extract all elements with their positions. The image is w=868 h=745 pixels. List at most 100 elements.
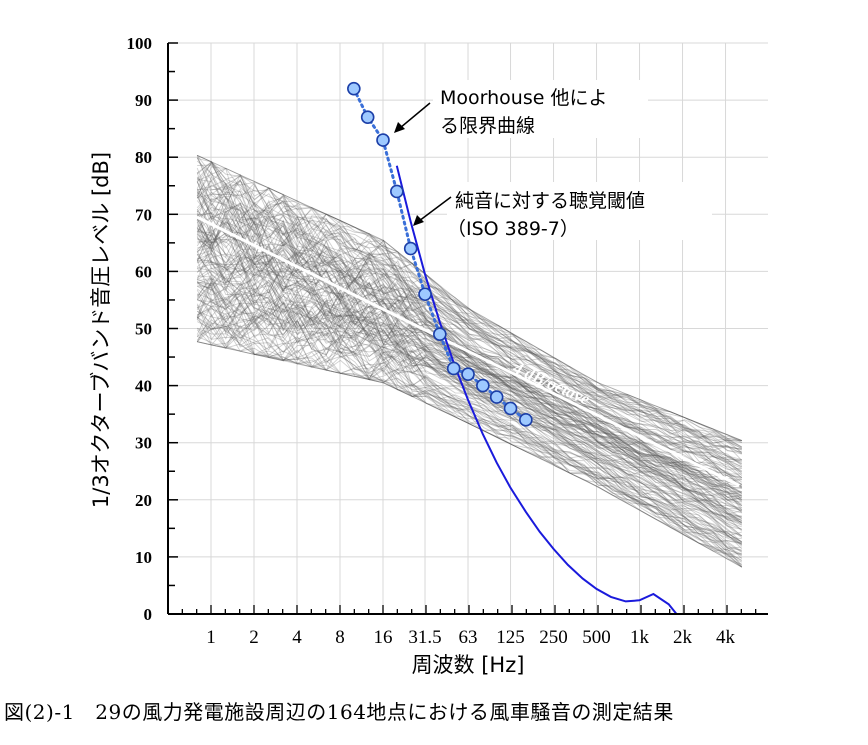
spectrum-line	[197, 249, 742, 518]
spectrum-line	[196, 209, 742, 463]
spectrum-line	[197, 290, 742, 519]
x-tick-label: 2	[249, 627, 259, 648]
y-tick-label: 100	[127, 34, 153, 53]
measured-spectra	[196, 154, 743, 568]
moorhouse-point	[433, 327, 447, 342]
spectrum-line	[196, 179, 742, 442]
figure-caption: 図(2)-1 29の風力発電施設周辺の164地点における風車騒音の測定結果	[4, 700, 674, 724]
spectrum-line	[196, 301, 743, 550]
spectrum-line	[196, 250, 742, 510]
spectrum-line	[196, 227, 742, 490]
spectrum-line	[196, 237, 742, 488]
spectrum-line	[197, 286, 743, 537]
y-tick-label: 10	[135, 548, 152, 567]
x-tick-label: 4	[292, 627, 302, 648]
trend-line	[196, 215, 741, 487]
y-tick-label: 50	[135, 320, 152, 339]
spectrum-line	[196, 322, 743, 557]
y-tick-labels: 0 10 20 30 40 50 60 70 80 90 100	[127, 34, 153, 624]
spectrum-line	[196, 279, 742, 561]
spectrum-line	[197, 307, 742, 537]
spectrum-line	[196, 224, 743, 496]
spectrum-line	[196, 317, 743, 547]
spectrum-line	[197, 233, 742, 480]
x-tick-label: 8	[335, 627, 345, 648]
spectrum-line	[196, 217, 743, 522]
spectrum-line	[196, 162, 742, 442]
spectrum-line	[196, 161, 743, 443]
spectrum-line	[196, 191, 742, 488]
spectrum-line	[197, 279, 742, 501]
spectrum-line	[196, 270, 743, 563]
moorhouse-point	[418, 287, 432, 302]
spectrum-line	[196, 190, 742, 460]
y-tick-label: 0	[144, 605, 153, 624]
spectrum-line	[196, 321, 742, 544]
spectrum-line	[196, 219, 743, 524]
spectrum-line	[196, 234, 743, 487]
spectrum-line	[196, 228, 742, 523]
x-tick-labels: 1 2 4 8 16 31.5 63 125 250 500 1k 2k 4k	[206, 627, 735, 648]
x-tick-label: 2k	[673, 627, 693, 648]
spectrum-line	[196, 184, 742, 442]
spectrum-line	[196, 196, 743, 465]
spectrum-line	[196, 316, 743, 568]
spectrum-line	[197, 154, 742, 455]
spectrum-line	[196, 313, 742, 549]
spectrum-line	[196, 265, 743, 553]
spectrum-line	[196, 214, 742, 478]
spectrum-line	[196, 310, 742, 545]
spectrum-line	[196, 196, 742, 501]
spectrum-line	[196, 231, 742, 460]
spectrum-line	[197, 212, 743, 501]
spectrum-line	[196, 315, 743, 568]
spectrum-line	[196, 234, 742, 480]
moorhouse-point	[446, 361, 461, 376]
spectrum-line	[197, 179, 743, 454]
spectrum-line	[196, 157, 743, 465]
spectrum-line	[196, 230, 743, 543]
y-axis-label: 1/3オクターブバンド音圧レベル [dB]	[89, 152, 113, 508]
spectrum-line	[197, 341, 742, 565]
y-tick-label: 60	[135, 262, 152, 281]
spectrum-line	[197, 189, 743, 448]
axes	[167, 42, 768, 615]
x-tick-label: 1k	[630, 627, 650, 648]
spectrum-line	[197, 221, 742, 512]
spectrum-line	[196, 210, 743, 524]
spectrum-line	[196, 289, 743, 537]
spectrum-line	[197, 211, 743, 473]
spectrum-line	[197, 293, 743, 568]
spectrum-line	[197, 278, 742, 523]
spectrum-line	[196, 188, 743, 507]
spectrum-line	[196, 222, 742, 470]
x-tick-label: 4k	[716, 627, 736, 648]
spectrum-line	[197, 284, 742, 514]
spectrum-line	[196, 302, 743, 562]
x-axis-label: 周波数 [Hz]	[412, 653, 525, 677]
spectrum-line	[196, 308, 742, 555]
y-tick-label: 30	[135, 434, 152, 453]
spectrum-line	[197, 246, 743, 485]
spectrum-line	[196, 172, 742, 501]
moorhouse-point	[376, 133, 390, 147]
spectrum-line	[197, 154, 742, 462]
spectrum-line	[196, 191, 743, 494]
spectrum-line	[197, 256, 742, 503]
moorhouse-point	[403, 241, 418, 256]
spectrum-line	[196, 206, 743, 477]
annotation-threshold-line1: 純音に対する聴覚閾値	[455, 190, 645, 212]
moorhouse-series	[347, 81, 533, 427]
spectrum-line	[196, 254, 742, 536]
trend-4db-octave-line	[196, 215, 741, 487]
spectrum-line	[197, 186, 743, 503]
spectrum-line	[196, 202, 742, 450]
spectrum-line	[196, 294, 742, 515]
spectrum-line	[196, 176, 743, 450]
annotation-threshold-line2: （ISO 389-7）	[447, 218, 579, 240]
spectrum-line	[196, 303, 743, 567]
spectrum-line	[196, 167, 743, 454]
spectrum-line	[196, 223, 742, 468]
y-tick-label: 40	[135, 377, 152, 396]
